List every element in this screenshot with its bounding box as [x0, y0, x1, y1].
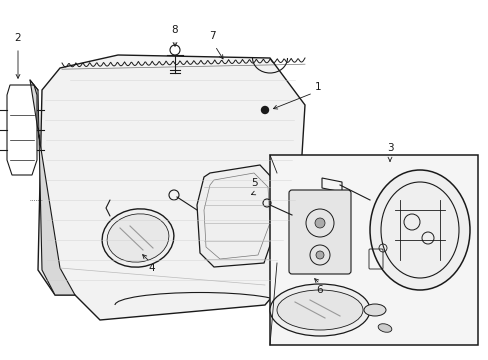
- Circle shape: [261, 107, 268, 113]
- Polygon shape: [197, 165, 276, 267]
- Bar: [269, 155, 477, 345]
- Text: 5: 5: [251, 178, 258, 188]
- Ellipse shape: [102, 209, 174, 267]
- Text: 7: 7: [208, 31, 215, 41]
- FancyBboxPatch shape: [288, 190, 350, 274]
- Polygon shape: [38, 55, 305, 320]
- Text: 1: 1: [314, 82, 321, 92]
- Ellipse shape: [369, 170, 469, 290]
- Text: 2: 2: [15, 33, 21, 43]
- Text: 8: 8: [171, 25, 178, 35]
- Text: 3: 3: [386, 143, 392, 153]
- Ellipse shape: [269, 284, 369, 336]
- Ellipse shape: [377, 324, 391, 332]
- Text: 4: 4: [148, 263, 155, 273]
- Ellipse shape: [107, 214, 168, 262]
- Circle shape: [315, 251, 324, 259]
- Ellipse shape: [276, 290, 362, 330]
- Text: 6: 6: [316, 285, 323, 295]
- Polygon shape: [30, 80, 75, 295]
- Ellipse shape: [363, 304, 385, 316]
- Circle shape: [314, 218, 325, 228]
